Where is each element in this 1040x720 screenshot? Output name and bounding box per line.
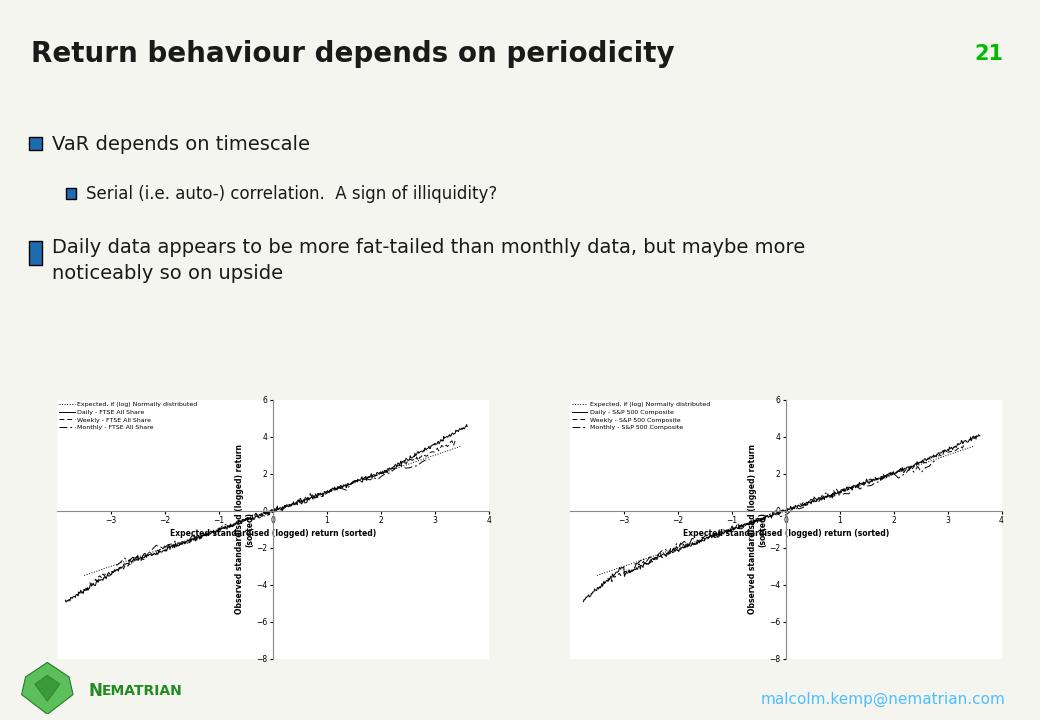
Daily - FTSE All Share: [241, 515, 254, 523]
Daily - S&P 500 Composite: [973, 432, 986, 441]
Monthly - FTSE All Share: [388, 465, 400, 474]
Weekly - FTSE All Share: [338, 482, 350, 490]
Daily - FTSE All Share: [59, 598, 72, 606]
Monthly - FTSE All Share: [301, 498, 313, 507]
Expected, if (log) Normally distributed: [423, 453, 436, 462]
Weekly - FTSE All Share: [437, 442, 449, 451]
Monthly - FTSE All Share: [423, 455, 436, 464]
Weekly - FTSE All Share: [83, 578, 96, 587]
Expected, if (log) Normally distributed: [101, 563, 113, 572]
Expected, if (log) Normally distributed: [456, 441, 468, 450]
X-axis label: Expected standardised (logged) return (sorted): Expected standardised (logged) return (s…: [170, 529, 376, 539]
Weekly - S&P 500 Composite: [750, 516, 762, 525]
Monthly - FTSE All Share: [296, 499, 309, 508]
Monthly - S&P 500 Composite: [812, 498, 825, 507]
Expected, if (log) Normally distributed: [78, 571, 90, 580]
Monthly - S&P 500 Composite: [931, 456, 943, 465]
Expected, if (log) Normally distributed: [614, 563, 626, 572]
Expected, if (log) Normally distributed: [950, 448, 962, 456]
Daily - FTSE All Share: [329, 484, 341, 492]
Expected, if (log) Normally distributed: [968, 441, 981, 450]
Monthly - FTSE All Share: [110, 561, 123, 570]
Weekly - FTSE All Share: [86, 580, 99, 588]
Monthly - S&P 500 Composite: [896, 471, 909, 480]
Expected, if (log) Normally distributed: [606, 566, 619, 575]
Weekly - S&P 500 Composite: [661, 549, 674, 557]
Expected, if (log) Normally distributed: [936, 453, 948, 462]
Line: Weekly - S&P 500 Composite: Weekly - S&P 500 Composite: [607, 445, 964, 582]
Daily - S&P 500 Composite: [876, 472, 888, 481]
Expected, if (log) Normally distributed: [179, 536, 191, 545]
Line: Daily - FTSE All Share: Daily - FTSE All Share: [66, 425, 467, 602]
Monthly - S&P 500 Composite: [628, 560, 641, 569]
Legend: Expected, if (log) Normally distributed, Daily - FTSE All Share, Weekly - FTSE A: Expected, if (log) Normally distributed,…: [59, 402, 198, 431]
Daily - S&P 500 Composite: [811, 495, 824, 504]
Expected, if (log) Normally distributed: [692, 536, 704, 545]
Daily - S&P 500 Composite: [756, 516, 769, 524]
Line: Monthly - S&P 500 Composite: Monthly - S&P 500 Composite: [634, 461, 937, 564]
Daily - FTSE All Share: [131, 553, 144, 562]
Daily - FTSE All Share: [461, 422, 473, 431]
Daily - S&P 500 Composite: [842, 485, 855, 493]
Monthly - S&P 500 Composite: [762, 510, 775, 519]
Weekly - FTSE All Share: [236, 516, 249, 524]
Monthly - FTSE All Share: [249, 509, 261, 518]
Text: 21: 21: [974, 44, 1004, 64]
Expected, if (log) Normally distributed: [591, 571, 603, 580]
Polygon shape: [34, 675, 60, 701]
Monthly - FTSE All Share: [312, 492, 324, 501]
Weekly - S&P 500 Composite: [809, 494, 822, 503]
Weekly - FTSE All Share: [232, 518, 244, 526]
Daily - S&P 500 Composite: [972, 431, 985, 439]
Expected, if (log) Normally distributed: [437, 448, 449, 456]
Text: Serial (i.e. auto-) correlation.  A sign of illiquidity?: Serial (i.e. auto-) correlation. A sign …: [86, 185, 497, 203]
Text: malcolm.kemp@nematrian.com: malcolm.kemp@nematrian.com: [761, 692, 1006, 708]
Monthly - FTSE All Share: [324, 486, 337, 495]
Weekly - S&P 500 Composite: [944, 447, 957, 456]
Monthly - S&P 500 Composite: [808, 492, 821, 501]
Weekly - FTSE All Share: [146, 552, 158, 560]
Daily - S&P 500 Composite: [577, 598, 590, 606]
Expected, if (log) Normally distributed: [148, 547, 160, 556]
Weekly - S&P 500 Composite: [746, 518, 758, 527]
Text: N: N: [88, 683, 102, 700]
Daily - FTSE All Share: [362, 472, 374, 481]
Expected, if (log) Normally distributed: [94, 566, 106, 575]
Daily - FTSE All Share: [59, 595, 72, 604]
Daily - FTSE All Share: [163, 542, 176, 551]
Monthly - S&P 500 Composite: [835, 490, 848, 499]
Text: EMATRIAN: EMATRIAN: [102, 684, 183, 698]
Text: VaR depends on timescale: VaR depends on timescale: [52, 135, 310, 153]
Daily - FTSE All Share: [296, 496, 309, 505]
Daily - S&P 500 Composite: [679, 543, 692, 552]
X-axis label: Expected standardised (logged) return (sorted): Expected standardised (logged) return (s…: [682, 529, 889, 539]
Weekly - S&P 500 Composite: [958, 441, 970, 449]
Text: Return behaviour depends on periodicity: Return behaviour depends on periodicity: [31, 40, 675, 68]
Line: Daily - S&P 500 Composite: Daily - S&P 500 Composite: [583, 435, 980, 602]
Legend: Expected, if (log) Normally distributed, Daily - S&P 500 Composite, Weekly - S&P: Expected, if (log) Normally distributed,…: [572, 402, 710, 431]
Text: noticeably so on upside: noticeably so on upside: [52, 264, 283, 283]
Text: Daily data appears to be more fat-tailed than monthly data, but maybe more: Daily data appears to be more fat-tailed…: [52, 238, 805, 257]
Expected, if (log) Normally distributed: [660, 547, 673, 556]
Line: Weekly - FTSE All Share: Weekly - FTSE All Share: [89, 439, 457, 584]
Polygon shape: [22, 662, 73, 714]
Line: Expected, if (log) Normally distributed: Expected, if (log) Normally distributed: [597, 446, 974, 575]
Monthly - S&P 500 Composite: [824, 493, 836, 502]
Weekly - FTSE All Share: [297, 497, 310, 505]
Daily - S&P 500 Composite: [647, 555, 659, 564]
Weekly - S&P 500 Composite: [849, 482, 861, 491]
Y-axis label: Observed standardised (logged) return
(sorted): Observed standardised (logged) return (s…: [235, 444, 255, 614]
Line: Expected, if (log) Normally distributed: Expected, if (log) Normally distributed: [84, 446, 462, 575]
Weekly - S&P 500 Composite: [601, 574, 614, 582]
Line: Monthly - FTSE All Share: Monthly - FTSE All Share: [116, 459, 430, 565]
Weekly - FTSE All Share: [450, 435, 463, 444]
Daily - FTSE All Share: [461, 420, 473, 429]
Y-axis label: Observed standardised (logged) return
(sorted): Observed standardised (logged) return (s…: [748, 444, 768, 614]
Weekly - S&P 500 Composite: [605, 577, 618, 586]
